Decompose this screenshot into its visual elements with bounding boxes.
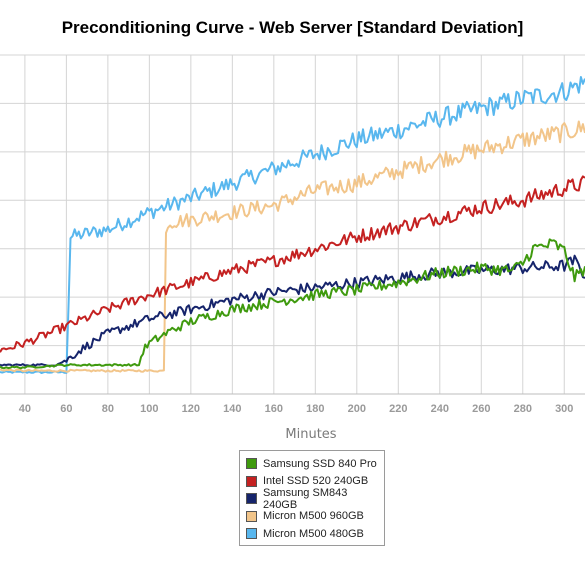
- legend-item: Micron M500 960GB: [246, 508, 384, 526]
- legend-label: Micron M500 480GB: [263, 527, 364, 540]
- x-tick-label: 240: [431, 403, 449, 415]
- legend-label: Intel SSD 520 240GB: [263, 475, 369, 488]
- legend-swatch: [246, 475, 257, 487]
- legend-swatch: [246, 510, 257, 522]
- series-lines: [0, 76, 585, 374]
- legend-label: Micron M500 960GB: [263, 510, 364, 523]
- legend-swatch: [246, 493, 257, 505]
- x-tick-label: 300: [555, 403, 573, 415]
- x-tick-label: 80: [102, 403, 114, 415]
- legend-swatch: [246, 528, 257, 540]
- x-axis-label: Minutes: [285, 427, 336, 442]
- legend: Samsung SSD 840 Pro Intel SSD 520 240GB Sa…: [239, 450, 385, 546]
- legend-item: Samsung SSD 840 Pro: [246, 455, 384, 473]
- series-line-micron-m500-480gb: [0, 76, 585, 374]
- x-tick-label: 120: [182, 403, 200, 415]
- legend-swatch: [246, 458, 257, 470]
- legend-item: Micron M500 480GB: [246, 525, 384, 543]
- x-tick-label: 180: [306, 403, 324, 415]
- x-tick-label: 200: [348, 403, 366, 415]
- legend-label: Samsung SSD 840 Pro: [263, 457, 377, 470]
- x-tick-label: 160: [265, 403, 283, 415]
- chart-title: Preconditioning Curve - Web Server [Stan…: [61, 18, 524, 37]
- legend-label: Samsung SM843 240GB: [262, 486, 348, 511]
- legend-item: Samsung SM843 240GB: [246, 486, 384, 511]
- x-tick-labels: 40 60 80 100 120 140 160 180 200 220 240 260 280 300: [19, 403, 574, 415]
- series-line-intel-ssd-520-240gb: [0, 175, 585, 353]
- x-tick-label: 280: [514, 403, 532, 415]
- grid-lines: [0, 54, 585, 395]
- x-tick-label: 140: [223, 403, 241, 415]
- legend-item: Intel SSD 520 240GB: [246, 473, 384, 491]
- x-tick-label: 60: [60, 403, 72, 415]
- x-tick-label: 260: [472, 403, 490, 415]
- x-tick-label: 100: [140, 403, 158, 415]
- x-tick-label: 220: [389, 403, 407, 415]
- series-line-micron-m500-960gb: [0, 120, 585, 373]
- x-tick-label: 40: [19, 403, 31, 415]
- series-line-samsung-sm843-240gb: [0, 254, 585, 367]
- series-line-samsung-ssd-840-pro: [0, 238, 585, 370]
